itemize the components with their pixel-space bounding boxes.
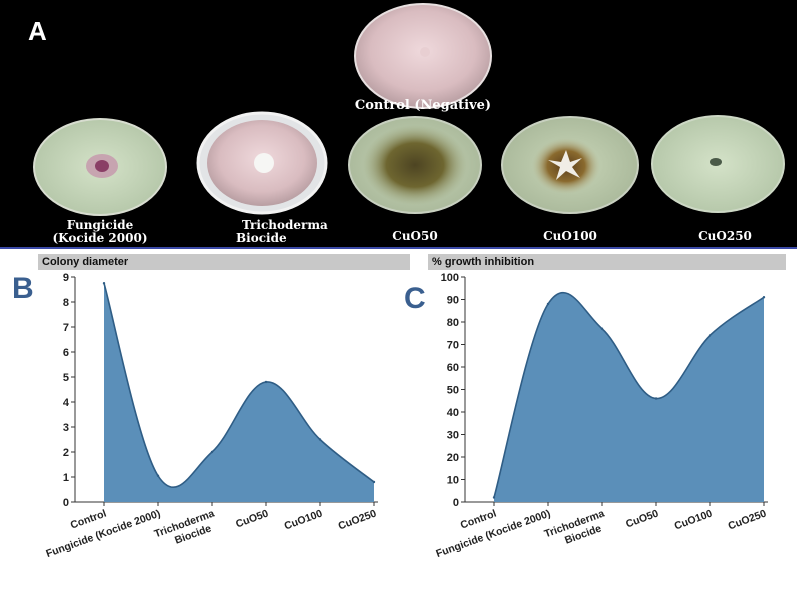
chart-c-y-tick-label: 40	[447, 407, 459, 419]
chart-c-y-tick-label: 80	[447, 317, 459, 329]
chart-c-point-5	[762, 296, 766, 299]
chart-b-point-4	[318, 438, 322, 441]
chart-b-y-tick-label: 1	[63, 472, 69, 484]
chart-b-y-tick-label: 4	[63, 397, 70, 409]
chart-b-point-2	[210, 450, 214, 454]
chart-c-point-4	[708, 334, 712, 337]
dish-control	[354, 3, 492, 109]
dish-trichoderma	[196, 111, 328, 215]
chart-c-x-tick-label: TrichodermaBiocide	[543, 507, 611, 552]
chart-b-y-tick-label: 9	[63, 272, 69, 284]
chart-b-y-tick-label: 0	[63, 497, 69, 509]
chart-c-title: % growth inhibition	[428, 254, 786, 270]
dish-cuo100	[501, 116, 639, 214]
chart-b-y-tick-label: 6	[63, 347, 69, 359]
chart-b-point-1	[156, 474, 160, 477]
chart-b-y-tick-label: 7	[63, 322, 69, 334]
dish-label-cuo250: CuO250	[698, 229, 752, 243]
chart-b-point-3	[264, 380, 268, 384]
dish-fungicide	[33, 118, 167, 216]
chart-c-y-tick-label: 20	[447, 452, 459, 464]
dish-label-fungicide: Fungicide (Kocide 2000)	[40, 219, 160, 245]
chart-c-y-tick-label: 30	[447, 430, 459, 442]
petri-dish-photo-panel: A Control (Negative) Fungicide (Kocide 2…	[0, 0, 797, 248]
chart-c-point-3	[654, 397, 658, 400]
petri-dish-photos	[33, 3, 785, 216]
panel-divider	[0, 247, 797, 249]
dish-label-cuo100: CuO100	[543, 229, 597, 243]
chart-c-point-2	[600, 327, 604, 330]
panel-letter-b: B	[12, 272, 34, 305]
chart-b-point-5	[372, 480, 376, 484]
chart-b-title: Colony diameter	[38, 254, 410, 270]
dish-label-fungicide-line1: Fungicide	[66, 218, 134, 232]
panel-letter-c: C	[404, 282, 426, 315]
dish-cuo50	[348, 116, 482, 214]
dish-cuo250	[651, 115, 785, 213]
chart-c-x-tick-label: CuO50	[624, 507, 660, 530]
dish-label-control: Control (Negative)	[354, 98, 492, 113]
chart-c-y-tick-label: 50	[447, 385, 459, 397]
chart-b-area	[104, 283, 374, 502]
chart-b-y-tick-label: 8	[63, 297, 69, 309]
dish-label-cuo50: CuO50	[392, 229, 438, 243]
chart-b-point-0	[102, 282, 106, 285]
chart-c-point-0	[492, 496, 496, 499]
chart-c-point-1	[546, 302, 550, 306]
panel-letter-a: A	[28, 16, 47, 46]
dish-label-trichoderma-line2: Biocide	[236, 231, 287, 245]
chart-c-y-tick-label: 90	[447, 295, 459, 307]
dish-label-trichoderma-line1: Trichoderma	[242, 218, 328, 232]
chart-c-y-tick-label: 10	[447, 475, 459, 487]
chart-b-y-tick-label: 5	[63, 372, 69, 384]
chart-b-y-tick-label: 2	[63, 447, 69, 459]
chart-b-y-tick-label: 3	[63, 422, 69, 434]
chart-c-y-tick-label: 70	[447, 340, 459, 352]
chart-c-y-tick-label: 100	[441, 272, 459, 284]
dish-label-fungicide-line2: (Kocide 2000)	[52, 231, 148, 245]
chart-c-area	[494, 292, 764, 502]
chart-c-y-tick-label: 60	[447, 362, 459, 374]
chart-c-y-tick-label: 0	[453, 497, 459, 509]
chart-c-x-tick-label: CuO250	[727, 507, 769, 532]
chart-c-x-tick-label: CuO100	[673, 507, 715, 532]
dish-label-trichoderma: Trichoderma Biocide	[230, 219, 350, 245]
